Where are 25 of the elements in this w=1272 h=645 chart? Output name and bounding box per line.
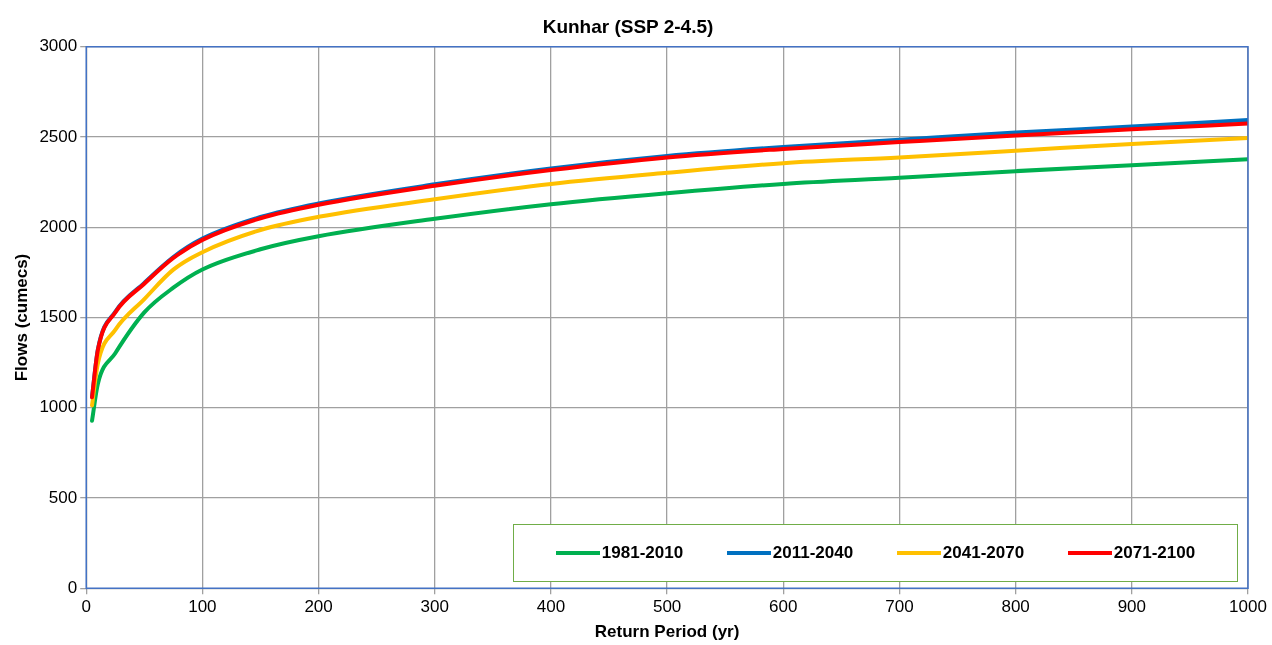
y-tick-label: 500 — [48, 487, 78, 507]
x-tick-label: 300 — [420, 597, 449, 617]
x-tick-label: 1000 — [1229, 597, 1267, 617]
legend-label: 2011-2040 — [772, 543, 854, 564]
x-tick-label: 200 — [304, 597, 333, 617]
y-tick-label: 1500 — [39, 307, 78, 327]
legend-label: 2041-2070 — [942, 543, 1025, 564]
x-tick-label: 600 — [769, 597, 798, 617]
x-tick-label: 500 — [652, 597, 682, 617]
x-tick-label: 800 — [1001, 597, 1030, 617]
x-tick-label: 100 — [188, 597, 217, 617]
y-tick-label: 0 — [67, 577, 78, 597]
legend-label: 1981-2010 — [601, 543, 684, 564]
x-tick-label: 0 — [81, 597, 91, 617]
y-tick-label: 2500 — [39, 126, 78, 146]
x-axis-title: Return Period (yr) — [594, 622, 740, 642]
legend-label: 2071-2100 — [1113, 543, 1196, 564]
y-tick-label: 2000 — [39, 216, 78, 236]
x-tick-label: 900 — [1117, 597, 1147, 617]
y-tick-label: 3000 — [39, 36, 78, 56]
x-tick-label: 400 — [536, 597, 566, 617]
x-tick-label: 700 — [885, 597, 914, 617]
y-tick-label: 1000 — [39, 397, 78, 417]
chart-title: Kunhar (SSP 2-4.5) — [542, 15, 714, 37]
y-axis-title: Flows (cumecs) — [11, 253, 31, 382]
